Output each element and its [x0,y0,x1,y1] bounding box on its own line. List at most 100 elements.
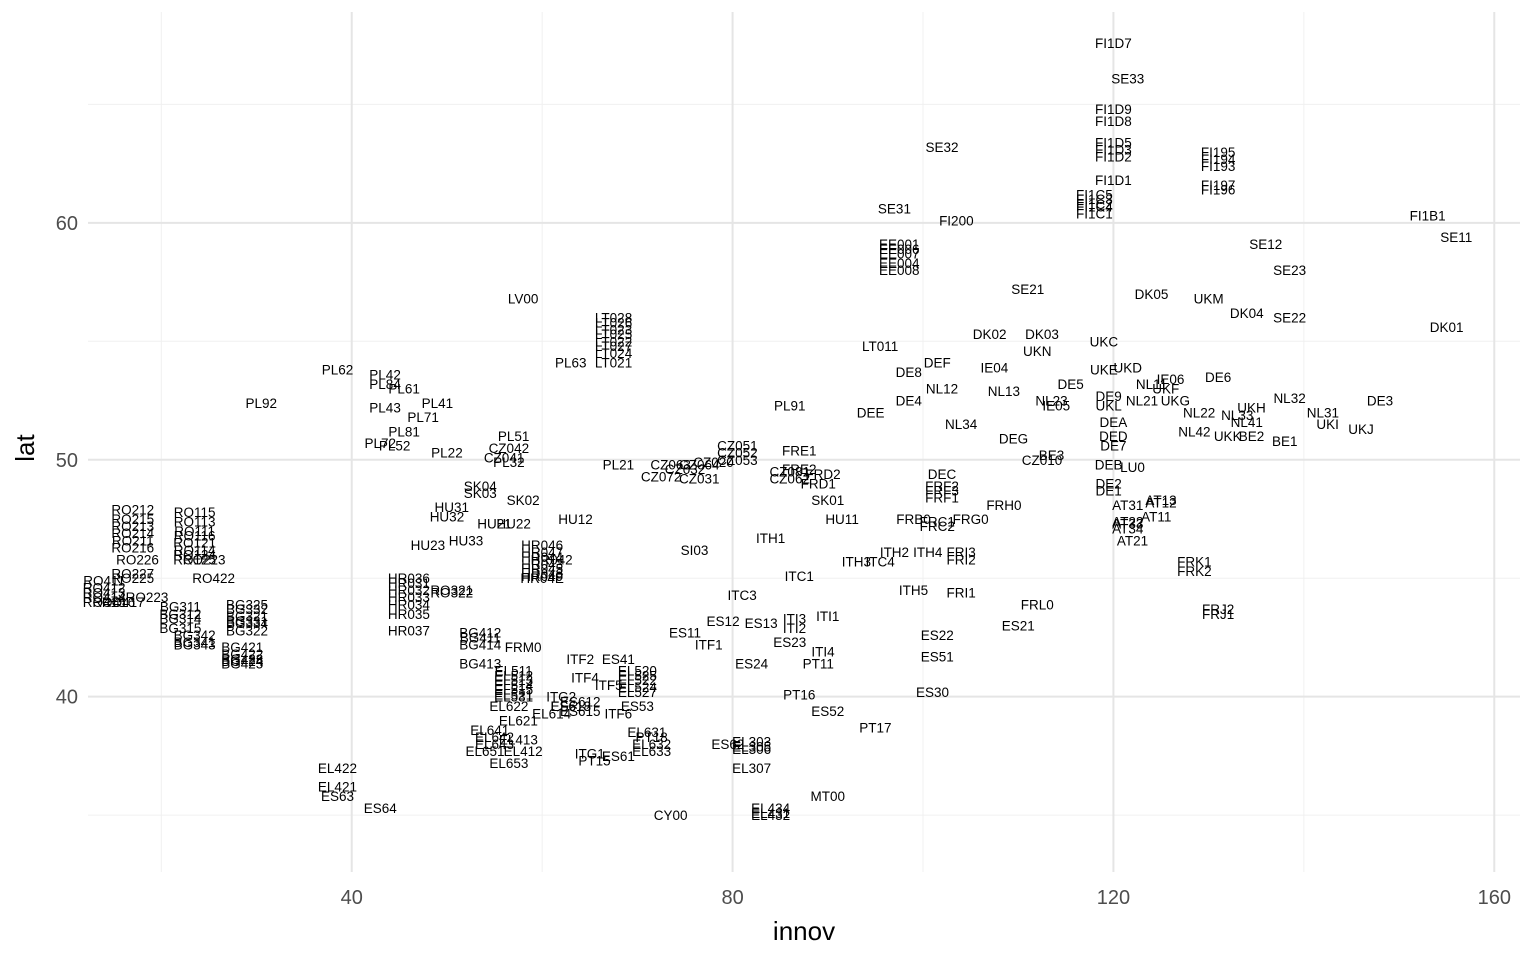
point-label: CZ052 [717,446,758,461]
point-label: BG331 [226,614,268,629]
point-label: CZ081 [769,465,810,480]
point-label: ES618 [550,699,591,714]
point-label: ES63 [321,789,354,804]
point-label: EL306 [732,742,771,757]
point-label: SE23 [1273,263,1306,278]
point-label: NL41 [1231,415,1263,430]
point-label: FI195 [1201,145,1236,160]
point-label: FI1D7 [1095,36,1132,51]
point-label: BG312 [159,607,201,622]
y-tick-label: 60 [56,213,78,235]
point-label: PL71 [407,410,439,425]
point-label: RO125 [173,552,216,567]
point-label: EE007 [879,247,920,262]
point-label: CZ032 [665,462,706,477]
point-label: CZ064 [679,458,720,473]
point-label: ES21 [1002,619,1035,634]
point-label: EL643 [475,737,514,752]
point-label: BG314 [159,612,202,627]
point-label: LT011 [862,339,898,354]
point-label: ITG2 [546,690,576,705]
point-label: FI1D5 [1095,135,1132,150]
point-label: BG315 [159,621,201,636]
point-label: HU33 [449,533,484,548]
point-label: RO213 [111,519,154,534]
point-label: DK01 [1430,320,1464,335]
point-label: HU21 [477,517,512,532]
point-label: DE4 [896,394,923,409]
point-label: PL22 [431,446,463,461]
point-label: NL22 [1183,405,1215,420]
point-label: ITC3 [727,588,756,603]
point-label: BG321 [226,609,268,624]
point-label: HR036 [388,571,430,586]
point-label: PT16 [783,687,815,702]
point-label: RO216 [111,540,154,555]
point-label: LU0 [1120,460,1145,475]
point-label: FI1C3 [1076,192,1113,207]
point-label: FRJ2 [1202,602,1234,617]
point-label: UKG [1161,394,1190,409]
point-label: CZ072 [641,469,682,484]
point-label: FRF2 [925,479,959,494]
point-label: EL631 [627,725,666,740]
point-label: HR031 [388,576,430,591]
point-label: HU11 [825,512,859,527]
x-axis-title: innov [773,916,835,946]
point-label: NL33 [1221,408,1253,423]
point-label: DEE [857,405,885,420]
point-label: RO115 [174,505,216,520]
point-label: LV00 [508,292,539,307]
point-label: UKD [1113,360,1142,375]
point-label: RO223 [183,552,226,567]
point-label: FI1D3 [1095,142,1132,157]
point-label: RO226 [116,552,159,567]
point-label: FRG0 [953,512,989,527]
point-label: RO223 [126,590,169,605]
point-label: DEF [924,356,951,371]
point-label: ITH1 [756,531,785,546]
point-label: NL34 [945,417,978,432]
point-label: AT13 [1145,493,1176,508]
point-label: FRC1 [920,514,955,529]
point-label: EE004 [879,256,920,271]
point-label: SK03 [464,486,497,501]
point-label: FRI3 [946,545,975,560]
point-label: BG325 [226,597,268,612]
point-label: EL432 [751,808,790,823]
point-label: PL61 [388,382,420,397]
point-label: DE9 [1096,389,1122,404]
point-label: RO121 [173,536,216,551]
point-label: HR049 [521,569,563,584]
point-label: BG322 [226,623,268,638]
point-label: ES51 [921,649,954,664]
point-label: BE3 [1039,448,1065,463]
point-label: AT34 [1112,521,1144,536]
point-label: DE5 [1057,377,1083,392]
point-label: ES61 [602,749,635,764]
point-label: FRB0 [896,512,931,527]
point-label: FRF1 [925,491,959,506]
point-label: SE33 [1111,71,1144,86]
point-label: PL51 [498,429,530,444]
point-label: FI193 [1201,159,1236,174]
point-label: HR048 [521,566,563,581]
point-label: PT15 [578,754,610,769]
point-label: IE06 [1157,372,1185,387]
point-label: RO211 [112,533,154,548]
point-label: CZ020 [693,455,734,470]
point-label: EL514 [494,678,534,693]
point-label: RO227 [111,566,154,581]
point-label: SE31 [878,202,911,217]
point-label: AT21 [1117,533,1148,548]
point-label: ITH4 [913,545,943,560]
point-label: RO124 [173,548,216,563]
point-label: LT026 [595,315,632,330]
point-label: EL434 [751,801,791,816]
point-label: PL92 [246,396,278,411]
point-label: DE2 [1096,476,1122,491]
point-label: BG334 [226,616,269,631]
point-label: ITI2 [783,621,806,636]
